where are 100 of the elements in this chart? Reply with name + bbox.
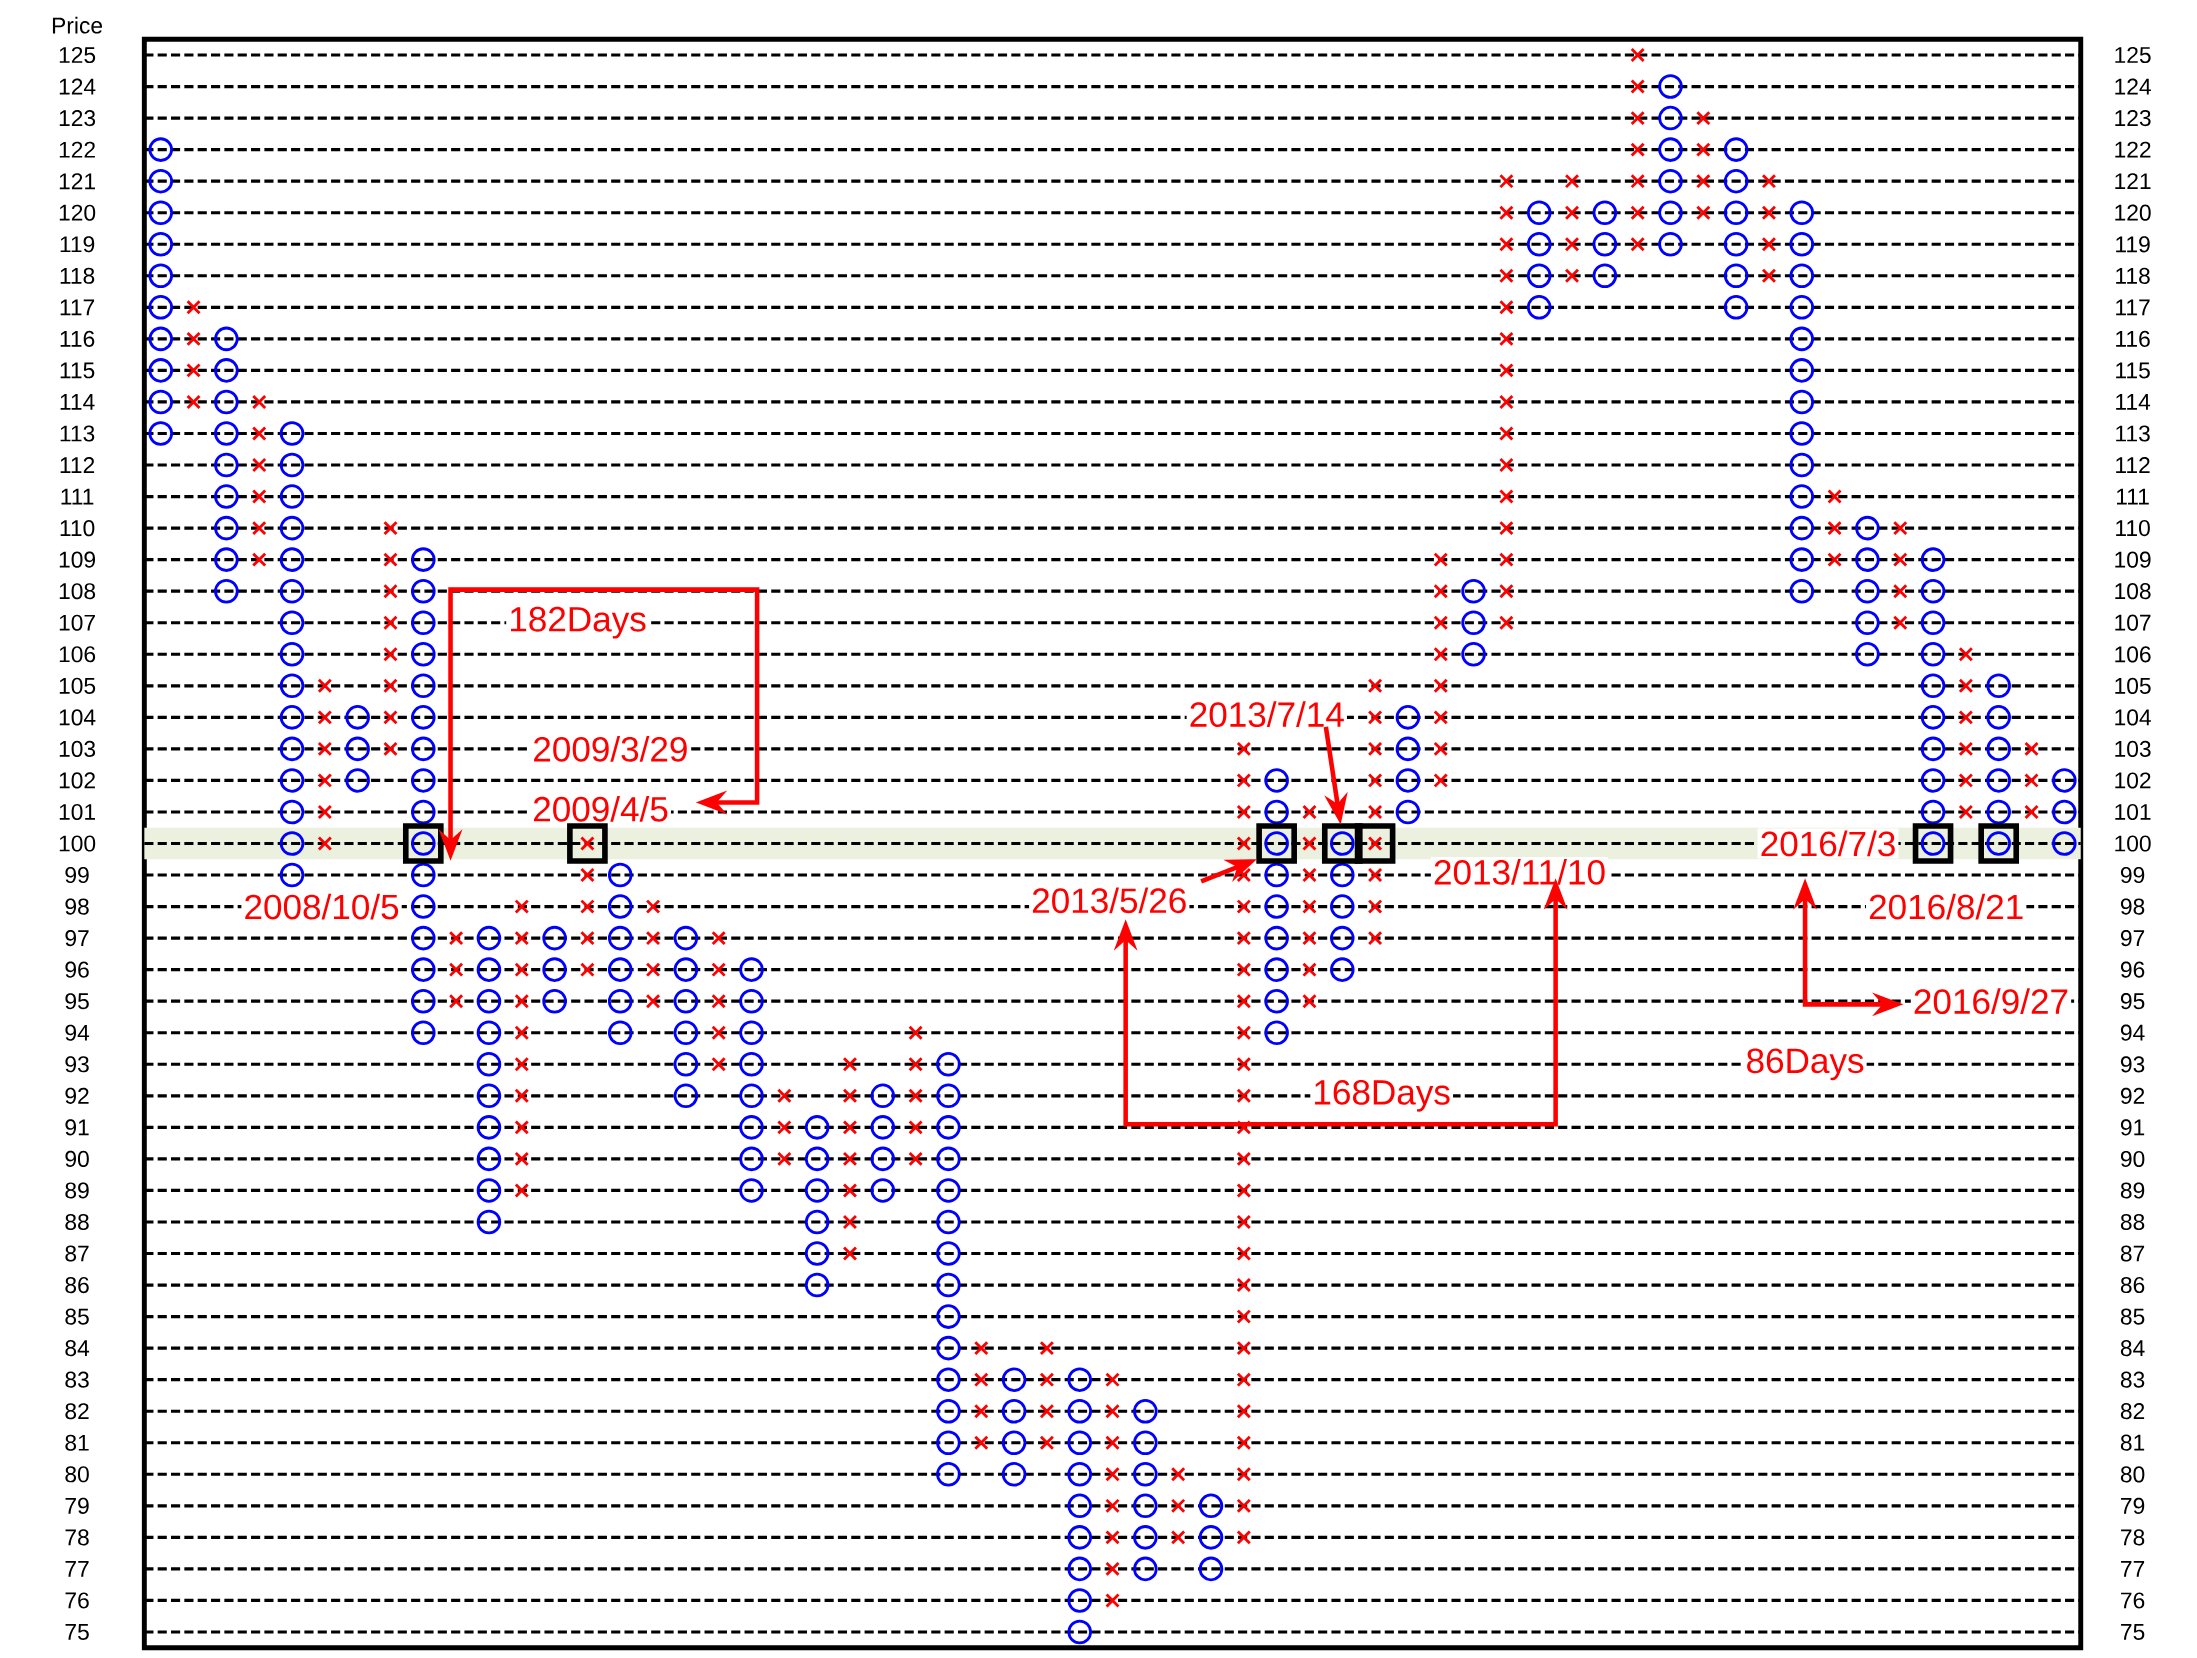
point: [186, 300, 201, 315]
point: [711, 1057, 727, 1072]
point: [476, 1209, 502, 1235]
point: [448, 962, 464, 978]
point: [1499, 615, 1514, 631]
y-tick-label: 88: [65, 1214, 89, 1231]
y2-tick-label: 112: [2116, 457, 2150, 474]
point: [514, 1088, 530, 1104]
y-tick-label: 99: [65, 867, 89, 884]
point: [411, 610, 436, 636]
point: [411, 673, 436, 699]
y2-tick-label: 87: [2120, 1245, 2145, 1262]
y-tick-label: 116: [60, 331, 95, 348]
point: [1789, 358, 1815, 383]
y-tick-label: 125: [59, 47, 96, 64]
point: [214, 389, 239, 415]
y2-tick-label: 88: [2120, 1214, 2145, 1231]
point: [1855, 610, 1880, 636]
annotation: 168Days: [1315, 1080, 1450, 1112]
point: [1499, 457, 1514, 473]
point: [186, 331, 201, 347]
point: [1658, 200, 1683, 226]
point: [1067, 1619, 1092, 1645]
annotation: 2009/3/29: [534, 736, 687, 762]
point: [148, 263, 174, 289]
point: [842, 1246, 858, 1262]
point: [279, 862, 305, 888]
point: [842, 1057, 858, 1072]
point: [448, 930, 464, 946]
point: [1105, 1593, 1120, 1609]
annotation: 2008/10/5: [245, 893, 399, 920]
point: [383, 520, 398, 536]
point: [1761, 174, 1777, 189]
point: [1920, 642, 1946, 667]
point: [1592, 232, 1618, 257]
point: [739, 1146, 764, 1172]
point: [711, 930, 727, 946]
point: [411, 799, 436, 825]
y-tick-label: 94: [65, 1024, 90, 1042]
point: [1499, 174, 1514, 189]
point: [317, 804, 333, 820]
point: [673, 989, 699, 1014]
point: [1236, 994, 1252, 1009]
point: [1761, 268, 1777, 284]
point: [1367, 930, 1383, 946]
point: [1855, 579, 1880, 604]
point: [1461, 642, 1486, 667]
point: [1526, 295, 1552, 320]
y-tick-label: 107: [59, 614, 95, 632]
y-tick-label: 75: [65, 1624, 89, 1641]
y-tick-label: 100: [59, 835, 96, 852]
point: [2052, 831, 2077, 857]
y-tick-label: 112: [60, 457, 95, 474]
y-tick-label: 83: [65, 1371, 89, 1388]
point: [1039, 1435, 1055, 1451]
point: [1526, 263, 1552, 289]
point: [1264, 862, 1289, 888]
point: [279, 642, 305, 667]
point: [1564, 174, 1580, 189]
annotation: 2016/7/3: [1761, 830, 1895, 857]
point: [1526, 232, 1552, 257]
point: [842, 1120, 858, 1135]
point: [1695, 110, 1711, 126]
point: [936, 1272, 961, 1298]
y-tick-label: 115: [60, 362, 95, 379]
point: [1236, 1372, 1252, 1388]
point: [1236, 1120, 1252, 1135]
point: [1958, 647, 1974, 662]
point: [1302, 962, 1317, 978]
y2-tick-label: 95: [2120, 993, 2145, 1010]
point: [1067, 1493, 1092, 1519]
y-tick-label: 78: [65, 1529, 89, 1546]
point: [1264, 957, 1289, 983]
y-tick-label: 121: [59, 173, 95, 190]
point: [542, 926, 567, 951]
point: [251, 426, 267, 442]
point: [279, 484, 305, 510]
point: [1789, 484, 1815, 510]
y-tick-label: 105: [59, 677, 96, 695]
point: [645, 930, 661, 946]
point: [1789, 232, 1815, 257]
point: [580, 867, 595, 883]
y-tick-label: 113: [60, 425, 95, 442]
point: [1433, 615, 1449, 631]
point: [1789, 389, 1815, 415]
point: [1920, 768, 1946, 793]
y-tick-label: 119: [60, 236, 95, 253]
y2-tick-label: 75: [2121, 1624, 2145, 1641]
y-tick-label: 117: [60, 299, 95, 316]
point: [514, 1120, 530, 1135]
y-tick-label: 80: [65, 1466, 89, 1483]
point: [607, 957, 633, 983]
y2-tick-label: 84: [2120, 1340, 2145, 1357]
point: [514, 1057, 530, 1072]
point: [186, 394, 201, 410]
y2-tick-label: 104: [2115, 709, 2151, 726]
point: [2024, 773, 2039, 788]
point: [1264, 799, 1289, 825]
y2-tick-label: 121: [2115, 173, 2151, 190]
point: [1039, 1404, 1055, 1419]
